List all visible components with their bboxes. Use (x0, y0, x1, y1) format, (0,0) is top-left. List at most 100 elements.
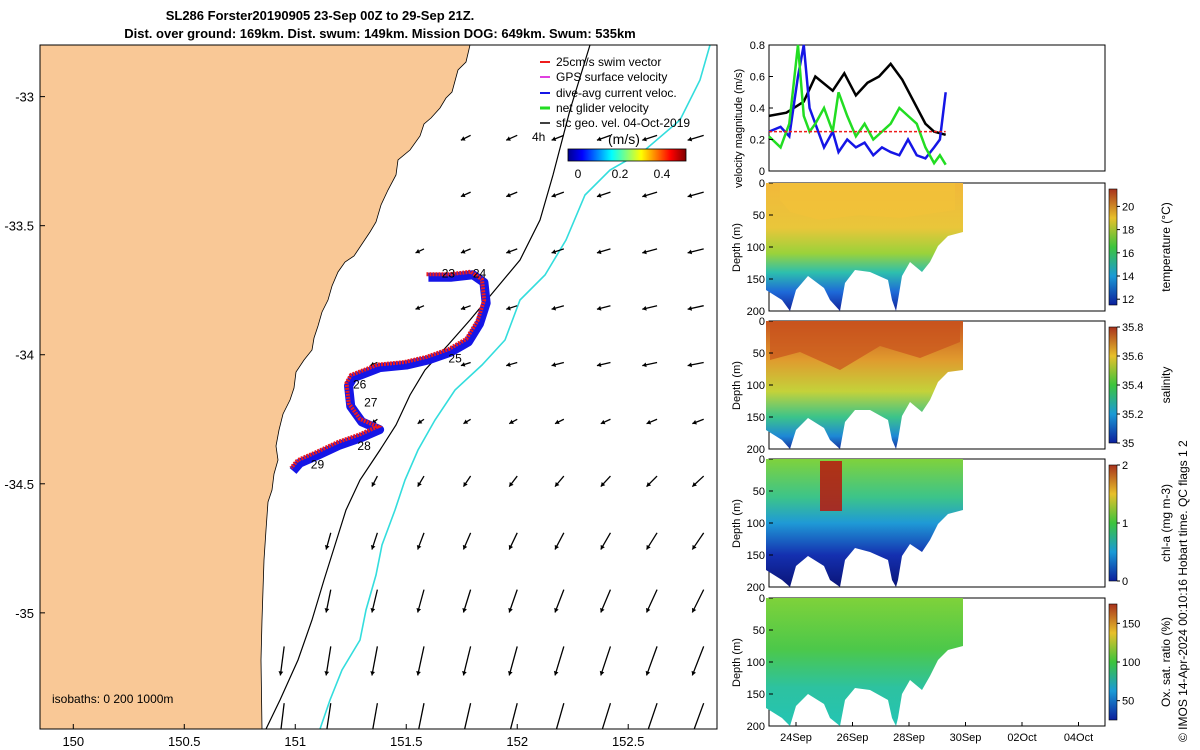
geo-arrow (326, 703, 332, 729)
colorbar-label: temperature (°C) (1159, 202, 1173, 292)
geo-arrowhead (509, 419, 514, 424)
oxygen-field (766, 598, 963, 726)
geo-arrowhead (596, 305, 602, 311)
salinity-surface-high (770, 321, 960, 370)
geo-arrow (371, 646, 379, 676)
geo-arrowhead (370, 608, 376, 613)
cbar-tick-label: 35.4 (1122, 380, 1143, 392)
cbar-tick-label: 14 (1122, 271, 1134, 283)
geo-arrowhead (596, 136, 602, 142)
day-label: 23 (442, 266, 456, 280)
vel-ytick-label: 0 (759, 166, 765, 178)
geo-arrowhead (646, 544, 651, 550)
velocity-axes (768, 44, 1106, 172)
geo-arrowhead (324, 671, 330, 676)
cbar-tick-label: 0 (1122, 576, 1128, 588)
geo-arrow (645, 589, 658, 613)
map-xtick-label: 150 (62, 734, 84, 749)
geo-arrow (280, 703, 285, 729)
geo-arrow (418, 703, 425, 729)
geo-arrowhead (506, 362, 511, 367)
geo-arrowhead (463, 481, 468, 487)
geo-arrowhead (599, 670, 605, 676)
map-x-ticks: 150 150.5 151 151.5 152 152.5 (62, 724, 644, 749)
geo-arrow (645, 646, 658, 676)
geo-arrow (279, 646, 285, 676)
geo-arrowhead (687, 362, 693, 368)
cbar-tick-label: 35.8 (1122, 322, 1143, 334)
section-ytick-label: 200 (747, 721, 765, 733)
oxygen-panel (766, 597, 1118, 727)
geo-arrowhead (416, 671, 421, 676)
velocity-panel: 0 0.2 0.4 0.6 0.8 velocity magnitude (m/s) (733, 40, 1106, 188)
salinity-panel (766, 320, 1118, 450)
section-ylabel: Depth (m) (731, 638, 743, 687)
legend-swim-label: 25cm/s swim vector (556, 55, 661, 69)
geo-arrowhead (462, 607, 467, 613)
velocity-series-1 (768, 44, 947, 160)
geo-arrowhead (646, 730, 651, 735)
vel-ytick-label: 0.6 (750, 72, 765, 84)
geo-arrowhead (596, 362, 602, 368)
geo-arrowhead (642, 193, 647, 198)
section-ytick-label: 150 (747, 274, 765, 286)
velocity-y-ticks: 0 0.2 0.4 0.6 0.8 (750, 40, 773, 178)
section-ytick-label: 0 (759, 454, 765, 466)
geo-arrowhead (416, 544, 422, 550)
map-xtick-label: 151.5 (390, 734, 423, 749)
cbar-tick-0: 0 (575, 167, 582, 181)
day-label: 26 (353, 377, 367, 391)
section-ytick-label: 0 (759, 316, 765, 328)
geo-arrowhead (417, 419, 423, 424)
geo-arrowhead (415, 249, 421, 254)
map-xtick-label: 150.5 (168, 734, 201, 749)
geo-arrowhead (506, 305, 511, 311)
map-xtick-label: 151 (284, 734, 306, 749)
geo-arrowhead (642, 362, 647, 368)
map-legend: 25cm/s swim vector GPS surface velocity … (532, 55, 690, 181)
geo-arrow (508, 589, 518, 613)
cbar-tick-label: 2 (1122, 460, 1128, 472)
section-ytick-label: 50 (753, 486, 765, 498)
map-ytick-label: -33 (15, 90, 34, 105)
section-ytick-label: 100 (747, 657, 765, 669)
credit-text: © IMOS 14-Apr-2024 00:10:16 Hobart time.… (1176, 440, 1190, 742)
vel-ytick-label: 0.4 (750, 103, 765, 115)
day-label: 28 (357, 439, 371, 453)
geo-arrowhead (554, 607, 559, 613)
geo-arrow (508, 646, 518, 676)
geo-arrow (691, 589, 705, 613)
geo-arrowhead (554, 730, 559, 735)
speed-colorbar (567, 148, 687, 162)
geo-arrowhead (415, 305, 421, 310)
geo-arrowhead (600, 419, 606, 425)
geo-arrowhead (642, 249, 647, 255)
section-ytick-label: 150 (747, 550, 765, 562)
cbar-tick-label: 16 (1122, 248, 1134, 260)
section-xtick-label: 24Sep (780, 732, 812, 744)
colorbar-label: salinity (1159, 367, 1173, 404)
day-label: 24 (473, 266, 487, 280)
geo-arrow (462, 646, 472, 676)
geo-arrow (600, 589, 612, 613)
geo-arrowhead (600, 482, 606, 487)
geo-arrowhead (596, 249, 602, 255)
section-xtick-label: 26Sep (837, 732, 869, 744)
section-ytick-label: 50 (753, 625, 765, 637)
map-xtick-label: 152 (506, 734, 528, 749)
time-label: 4h (532, 130, 545, 144)
cbar-tick-label: 35.6 (1122, 351, 1143, 363)
geo-arrow (693, 702, 705, 729)
section-ylabel: Depth (m) (731, 499, 743, 548)
section-panels (766, 182, 1118, 727)
geo-arrow (554, 589, 565, 613)
cbar-tick-label: 150 (1122, 618, 1140, 630)
geo-arrow (691, 646, 705, 676)
geo-arrowhead (509, 481, 514, 487)
salinity-colorbar (1108, 326, 1118, 444)
day-label: 25 (448, 351, 462, 365)
geo-velocity-arrows (278, 134, 705, 735)
geo-arrowhead (551, 192, 557, 198)
